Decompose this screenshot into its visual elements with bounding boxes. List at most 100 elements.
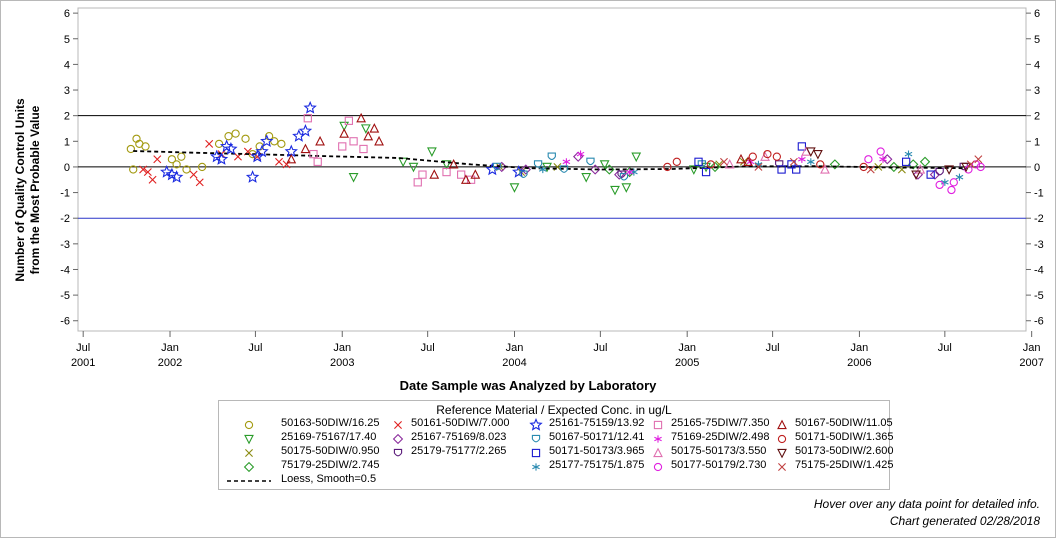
legend-symbol xyxy=(777,434,787,444)
data-point xyxy=(413,178,422,187)
legend-entry-label: 50173-50DIW/2.600 xyxy=(795,445,894,457)
legend-symbol xyxy=(245,449,253,457)
data-point xyxy=(787,160,796,169)
x-tick-label: Jan xyxy=(506,342,524,354)
legend-entry-label: 50171-50173/3.965 xyxy=(549,445,645,457)
legend-symbol xyxy=(531,448,541,458)
data-point xyxy=(610,185,620,196)
data-point xyxy=(182,165,191,174)
data-point xyxy=(282,160,291,169)
data-point xyxy=(338,142,347,151)
data-point xyxy=(197,162,207,172)
data-point xyxy=(344,116,354,125)
y-tick-label-right: 4 xyxy=(1034,59,1040,71)
data-point xyxy=(763,149,772,159)
y-tick-label: 2 xyxy=(64,111,70,123)
data-point xyxy=(966,160,975,169)
axes-layer: 6 6 5 5 4 4 3 3 2 2 1 1 0 0 -1 -1 -2 -2 -3 -3 -4 -4 -5 -5 -6 -6 Ju… xyxy=(60,7,1044,369)
data-point xyxy=(805,147,816,157)
legend-symbol xyxy=(532,463,540,471)
x-tick-year-label: 2004 xyxy=(502,357,526,369)
data-point xyxy=(241,134,250,143)
y-tick-label-right: 3 xyxy=(1034,85,1040,97)
data-point xyxy=(369,123,380,133)
data-point xyxy=(442,167,451,177)
legend-entry-label: 75175-25DIW/1.425 xyxy=(795,459,894,471)
legend-entry-label: 50175-50DIW/0.950 xyxy=(281,445,380,457)
data-point xyxy=(619,173,629,181)
data-point xyxy=(617,170,626,178)
data-point xyxy=(879,155,887,163)
legend-entry-label: 25179-75177/2.265 xyxy=(411,445,507,457)
x-tick-label: Jan xyxy=(851,342,869,354)
y-tick-label-right: -5 xyxy=(1034,290,1044,302)
y-axis-label-line1: Number of Quality Control Units xyxy=(13,98,27,282)
data-point xyxy=(736,153,746,164)
data-point xyxy=(260,134,274,147)
data-point xyxy=(520,164,531,175)
data-point xyxy=(816,160,825,169)
plot-area xyxy=(77,7,1027,332)
data-point xyxy=(360,124,371,134)
data-point xyxy=(754,162,763,171)
data-point xyxy=(533,160,543,168)
data-point xyxy=(748,152,757,161)
data-point xyxy=(143,168,152,177)
data-point xyxy=(408,162,419,173)
legend-entry-label: 75179-25DIW/2.745 xyxy=(281,459,380,471)
y-tick-label-right: 5 xyxy=(1034,34,1040,46)
legend-symbol xyxy=(777,448,787,459)
data-point xyxy=(542,162,552,173)
data-point xyxy=(277,139,286,149)
data-point xyxy=(813,149,823,160)
hover-note: Hover over any data point for detailed i… xyxy=(813,497,1040,511)
legend-entry-label: 25177-75175/1.875 xyxy=(549,459,645,471)
data-point xyxy=(172,160,181,169)
data-point xyxy=(427,147,437,157)
y-axis-label: Number of Quality Control Units from the … xyxy=(6,70,50,310)
data-point xyxy=(126,144,136,154)
data-point xyxy=(697,160,706,168)
x-tick-label: Jul xyxy=(938,342,952,354)
x-tick-label: Jan xyxy=(678,342,696,354)
data-point xyxy=(298,124,313,137)
data-point xyxy=(621,183,632,193)
data-point xyxy=(348,173,359,183)
data-point xyxy=(709,161,721,173)
x-tick-label: Jul xyxy=(248,342,262,354)
legend-entry-label: 50167-50171/12.41 xyxy=(549,431,645,443)
legend-symbol xyxy=(777,419,787,430)
data-point xyxy=(189,170,198,179)
data-point xyxy=(971,160,981,169)
data-point xyxy=(303,100,317,114)
data-point xyxy=(940,178,949,186)
y-tick-label-right: -6 xyxy=(1034,316,1044,328)
data-point xyxy=(177,152,186,161)
legend: Reference Material / Expected Conc. in u… xyxy=(218,400,894,490)
data-point xyxy=(485,162,499,176)
y-tick-label: -3 xyxy=(60,239,70,251)
data-point xyxy=(777,165,786,174)
data-point xyxy=(694,157,703,166)
y-tick-label: 4 xyxy=(64,59,70,71)
legend-entry-label: 50177-50179/2.730 xyxy=(671,459,767,471)
data-point xyxy=(562,158,571,166)
data-point xyxy=(398,157,409,168)
data-point xyxy=(573,151,584,162)
data-point xyxy=(724,158,735,169)
data-point xyxy=(153,155,162,164)
legend-entry-label: 50167-50DIW/11.05 xyxy=(795,417,893,429)
y-tick-label-right: -4 xyxy=(1034,264,1044,276)
data-point xyxy=(743,156,753,166)
data-point xyxy=(876,147,885,156)
y-tick-label: -6 xyxy=(60,316,70,328)
y-tick-label: 6 xyxy=(64,8,70,20)
x-tick-year-label: 2007 xyxy=(1019,357,1043,369)
data-point xyxy=(245,170,260,183)
legend-symbols-layer xyxy=(227,417,787,482)
data-point xyxy=(441,160,452,170)
data-point xyxy=(538,165,547,174)
y-tick-label-right: -1 xyxy=(1034,188,1044,200)
x-tick-label: Jan xyxy=(161,342,179,354)
data-point xyxy=(947,185,956,195)
